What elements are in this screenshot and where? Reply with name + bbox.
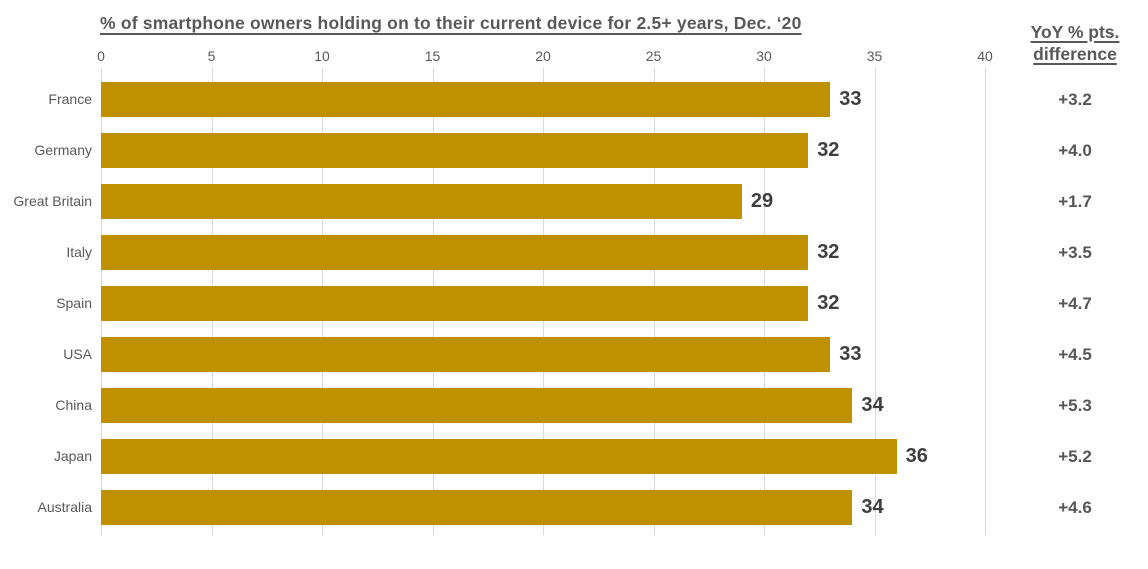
yoy-value: +4.0 (1058, 141, 1092, 160)
category-label: Germany (34, 142, 92, 158)
x-axis-tick-label: 25 (645, 48, 662, 64)
category-label: Great Britain (13, 193, 92, 209)
bar (101, 184, 742, 219)
bar-value-label: 29 (750, 190, 774, 212)
bar (101, 490, 853, 525)
category-label: Australia (37, 499, 92, 515)
bar (101, 133, 809, 168)
x-axis-tick-label: 0 (97, 48, 105, 64)
bar-value-label: 32 (817, 241, 840, 263)
category-label: France (48, 91, 92, 107)
x-axis-tick-label: 15 (424, 48, 441, 64)
bar (101, 439, 897, 474)
gridline (985, 68, 986, 535)
yoy-value: +4.6 (1058, 498, 1092, 517)
x-axis-tick-label: 35 (866, 48, 883, 64)
chart-title: % of smartphone owners holding on to the… (100, 13, 802, 33)
x-axis-tick-label: 20 (535, 48, 551, 64)
yoy-column-header: YoY % pts. difference (1008, 21, 1142, 65)
yoy-value: +4.5 (1058, 345, 1092, 364)
bar-value-label: 36 (905, 445, 928, 467)
category-label: USA (63, 346, 92, 362)
yoy-value: +5.3 (1058, 396, 1092, 415)
bar (101, 82, 831, 117)
yoy-value: +5.2 (1058, 447, 1092, 466)
yoy-value: +1.7 (1058, 192, 1092, 211)
bar-value-label: 32 (817, 292, 840, 314)
yoy-value: +3.2 (1058, 90, 1092, 109)
yoy-header-line2: difference (1033, 44, 1117, 64)
bar-value-label: 33 (839, 343, 862, 365)
x-axis-tick-label: 10 (314, 48, 330, 64)
bar (101, 337, 831, 372)
bar-value-label: 33 (839, 88, 862, 110)
x-axis-tick-label: 5 (207, 48, 216, 64)
x-axis-tick-label: 40 (977, 48, 993, 64)
category-label: Italy (66, 244, 92, 260)
yoy-header-line1: YoY % pts. (1030, 22, 1120, 42)
category-label: Spain (56, 295, 92, 311)
yoy-value: +3.5 (1058, 243, 1092, 262)
x-axis-tick-label: 30 (756, 48, 772, 64)
bar (101, 235, 809, 270)
bar (101, 388, 853, 423)
bar-value-label: 34 (861, 394, 884, 416)
gridline (874, 68, 876, 535)
category-label: Japan (53, 448, 92, 464)
bar (101, 286, 809, 321)
bar-value-label: 34 (861, 496, 884, 518)
category-label: China (55, 397, 92, 413)
bar-value-label: 32 (817, 139, 840, 161)
yoy-value: +4.7 (1058, 294, 1092, 313)
